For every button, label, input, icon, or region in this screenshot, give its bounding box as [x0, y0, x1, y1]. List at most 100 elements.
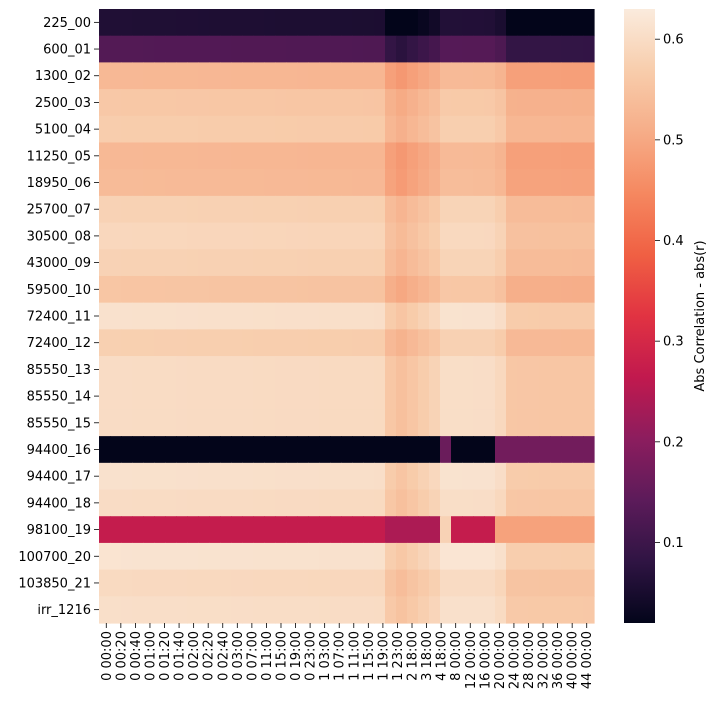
heatmap-cell [231, 115, 243, 144]
heatmap-cell [209, 62, 221, 90]
heatmap-cell [143, 169, 155, 197]
heatmap-cell [561, 9, 573, 37]
heatmap-cell [462, 542, 474, 571]
heatmap-cell [220, 489, 232, 517]
heatmap-cell [484, 516, 496, 544]
heatmap-cell [550, 302, 562, 330]
heatmap-cell [418, 62, 430, 90]
heatmap-cell [242, 89, 254, 117]
column-label: 1 19:00 [376, 631, 391, 681]
heatmap-cell [418, 222, 430, 250]
heatmap-cell [561, 542, 573, 571]
heatmap-cell [352, 409, 364, 437]
heatmap-cell [275, 9, 287, 37]
heatmap-cell [154, 436, 166, 464]
heatmap-cell [143, 409, 155, 437]
heatmap-cell [176, 329, 188, 357]
heatmap-cell [550, 489, 562, 517]
heatmap-cell [418, 489, 430, 517]
heatmap-cell [198, 516, 210, 544]
heatmap-cell [231, 542, 243, 571]
heatmap-cell [286, 516, 298, 544]
heatmap-cell [429, 115, 441, 144]
heatmap-cell [297, 9, 309, 37]
heatmap-cell [132, 115, 144, 144]
heatmap-cell [297, 569, 309, 597]
heatmap-cell [121, 222, 133, 250]
heatmap-cell [352, 249, 364, 277]
heatmap-cell [561, 596, 573, 624]
heatmap-cell [110, 596, 122, 624]
heatmap-cell [352, 382, 364, 411]
heatmap-cell [539, 302, 551, 330]
heatmap-cell [286, 89, 298, 117]
heatmap-cell [198, 382, 210, 411]
heatmap-cell [407, 382, 419, 411]
heatmap-cell [418, 409, 430, 437]
heatmap-cell [418, 9, 430, 37]
heatmap-cell [297, 195, 309, 224]
heatmap-cell [396, 169, 408, 197]
heatmap-cell [506, 35, 518, 63]
heatmap-cell [451, 275, 463, 304]
heatmap-cell [165, 142, 177, 170]
column-label: 0 07:00 [245, 631, 260, 681]
column-label: 16 00:00 [478, 631, 493, 689]
heatmap-cell [176, 62, 188, 90]
heatmap-cell [154, 542, 166, 571]
heatmap-cell [286, 356, 298, 384]
heatmap-cell [396, 9, 408, 37]
heatmap-cell [297, 409, 309, 437]
heatmap-cell [297, 89, 309, 117]
heatmap-cell [319, 542, 331, 571]
heatmap-cell [308, 462, 320, 491]
heatmap-cell [572, 489, 584, 517]
heatmap-cell [110, 489, 122, 517]
heatmap-cell [418, 249, 430, 277]
heatmap-cell [275, 115, 287, 144]
heatmap-cell [385, 409, 397, 437]
heatmap-cell [187, 275, 199, 304]
heatmap-cell [110, 222, 122, 250]
heatmap-cell [583, 436, 595, 464]
heatmap-cell [231, 489, 243, 517]
heatmap-cell [154, 569, 166, 597]
heatmap-cell [473, 275, 485, 304]
heatmap-cell [517, 569, 529, 597]
heatmap-cell [264, 462, 276, 491]
heatmap-cell [484, 35, 496, 63]
heatmap-cell [242, 329, 254, 357]
heatmap-cell [154, 62, 166, 90]
heatmap-cell [550, 195, 562, 224]
heatmap-cell [176, 142, 188, 170]
heatmap-cell [583, 142, 595, 170]
heatmap-cell [572, 596, 584, 624]
heatmap-cell [286, 222, 298, 250]
heatmap-cell [110, 516, 122, 544]
heatmap-cell [352, 35, 364, 63]
heatmap-cell [330, 62, 342, 90]
heatmap-cell [330, 275, 342, 304]
heatmap-cell [242, 142, 254, 170]
heatmap-cell [462, 222, 474, 250]
heatmap-cell [440, 462, 452, 491]
heatmap-cell [561, 516, 573, 544]
heatmap-cell [352, 169, 364, 197]
heatmap-cell [165, 249, 177, 277]
heatmap-cell [308, 195, 320, 224]
heatmap-cell [528, 142, 540, 170]
heatmap-cell [506, 329, 518, 357]
heatmap-cell [418, 382, 430, 411]
heatmap-cell [143, 275, 155, 304]
heatmap-cell [330, 516, 342, 544]
heatmap-cell [407, 542, 419, 571]
heatmap-cell [418, 329, 430, 357]
heatmap-cell [264, 195, 276, 224]
heatmap-cell [209, 35, 221, 63]
heatmap-cell [264, 115, 276, 144]
heatmap-cell [440, 382, 452, 411]
heatmap-cell [473, 596, 485, 624]
heatmap-cell [363, 356, 375, 384]
heatmap-cell [385, 436, 397, 464]
